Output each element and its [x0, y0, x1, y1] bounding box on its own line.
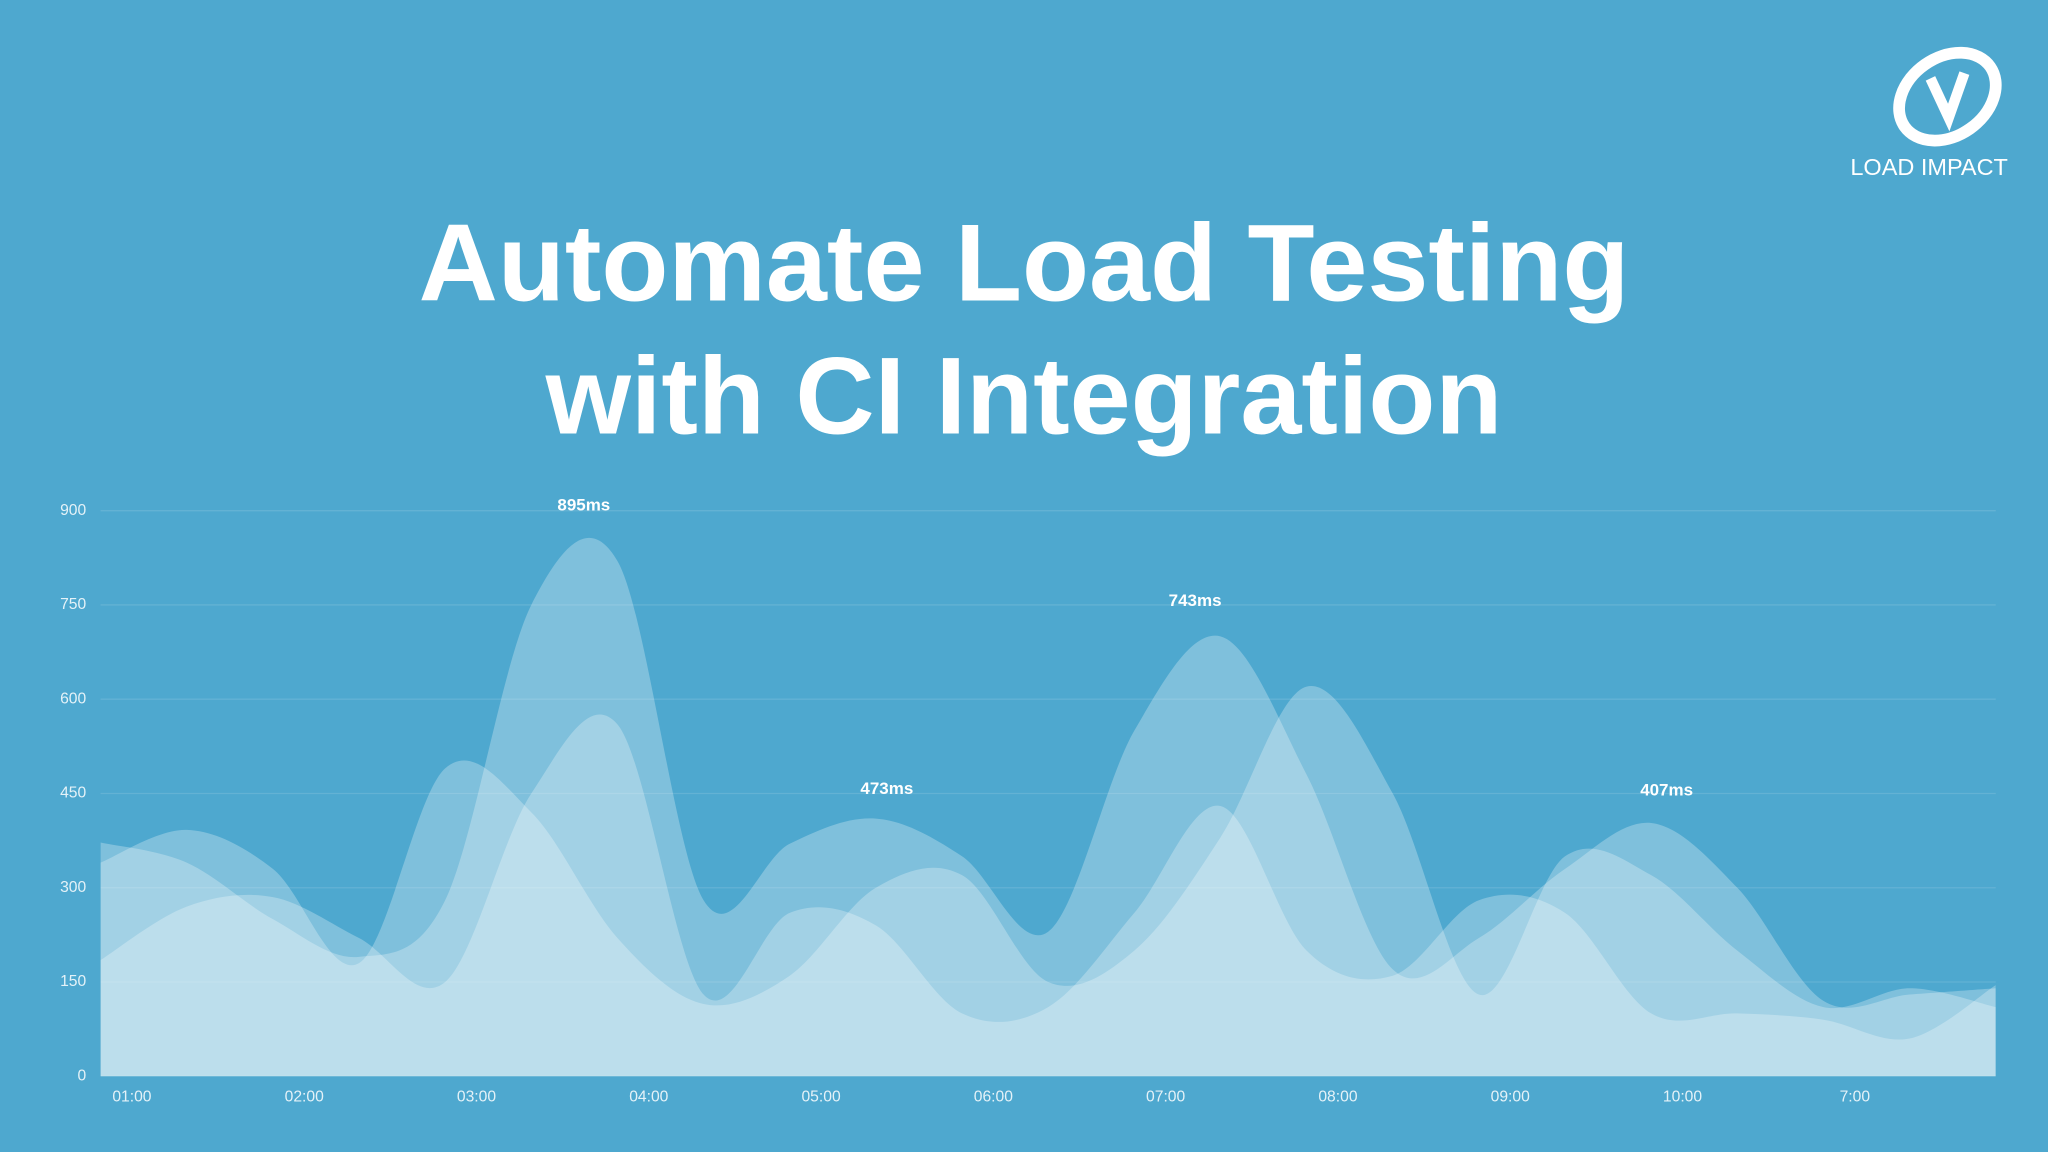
- y-tick-label: 150: [60, 973, 86, 990]
- y-tick-label: 300: [60, 879, 86, 896]
- annotation: 743ms: [1169, 591, 1222, 610]
- logo-mark: [1925, 71, 1970, 132]
- title-line: with CI Integration: [545, 336, 1503, 458]
- area: [100, 537, 1996, 1077]
- x-tick-label: 01:00: [112, 1088, 151, 1105]
- annotation: 473ms: [860, 779, 913, 798]
- annotation: 407ms: [1640, 780, 1693, 799]
- title-line: Automate Load Testing: [419, 202, 1630, 324]
- y-tick-label: 450: [60, 785, 86, 802]
- annotation: 895ms: [557, 496, 610, 515]
- x-tick-label: 02:00: [285, 1088, 324, 1105]
- logo-text: LOAD IMPACT: [1850, 154, 2008, 180]
- x-tick-label: 03:00: [457, 1088, 496, 1105]
- x-tick-label: 7:00: [1840, 1088, 1871, 1105]
- y-tick-label: 900: [60, 502, 86, 519]
- y-tick-label: 750: [60, 596, 86, 613]
- logo-ring: [1893, 46, 2002, 147]
- y-tick-label: 0: [77, 1067, 86, 1084]
- y-tick-label: 600: [60, 690, 86, 707]
- x-tick-label: 06:00: [974, 1088, 1013, 1105]
- x-tick-label: 04:00: [629, 1088, 668, 1105]
- x-tick-label: 07:00: [1146, 1088, 1185, 1105]
- area: [100, 686, 1996, 1077]
- logo: LOAD IMPACT: [1850, 46, 2008, 180]
- x-tick-label: 09:00: [1491, 1088, 1530, 1105]
- x-tick-label: 05:00: [801, 1088, 840, 1105]
- areas: [100, 537, 1996, 1077]
- area: [100, 714, 1996, 1077]
- x-tick-label: 08:00: [1318, 1088, 1357, 1105]
- x-tick-label: 10:00: [1663, 1088, 1702, 1105]
